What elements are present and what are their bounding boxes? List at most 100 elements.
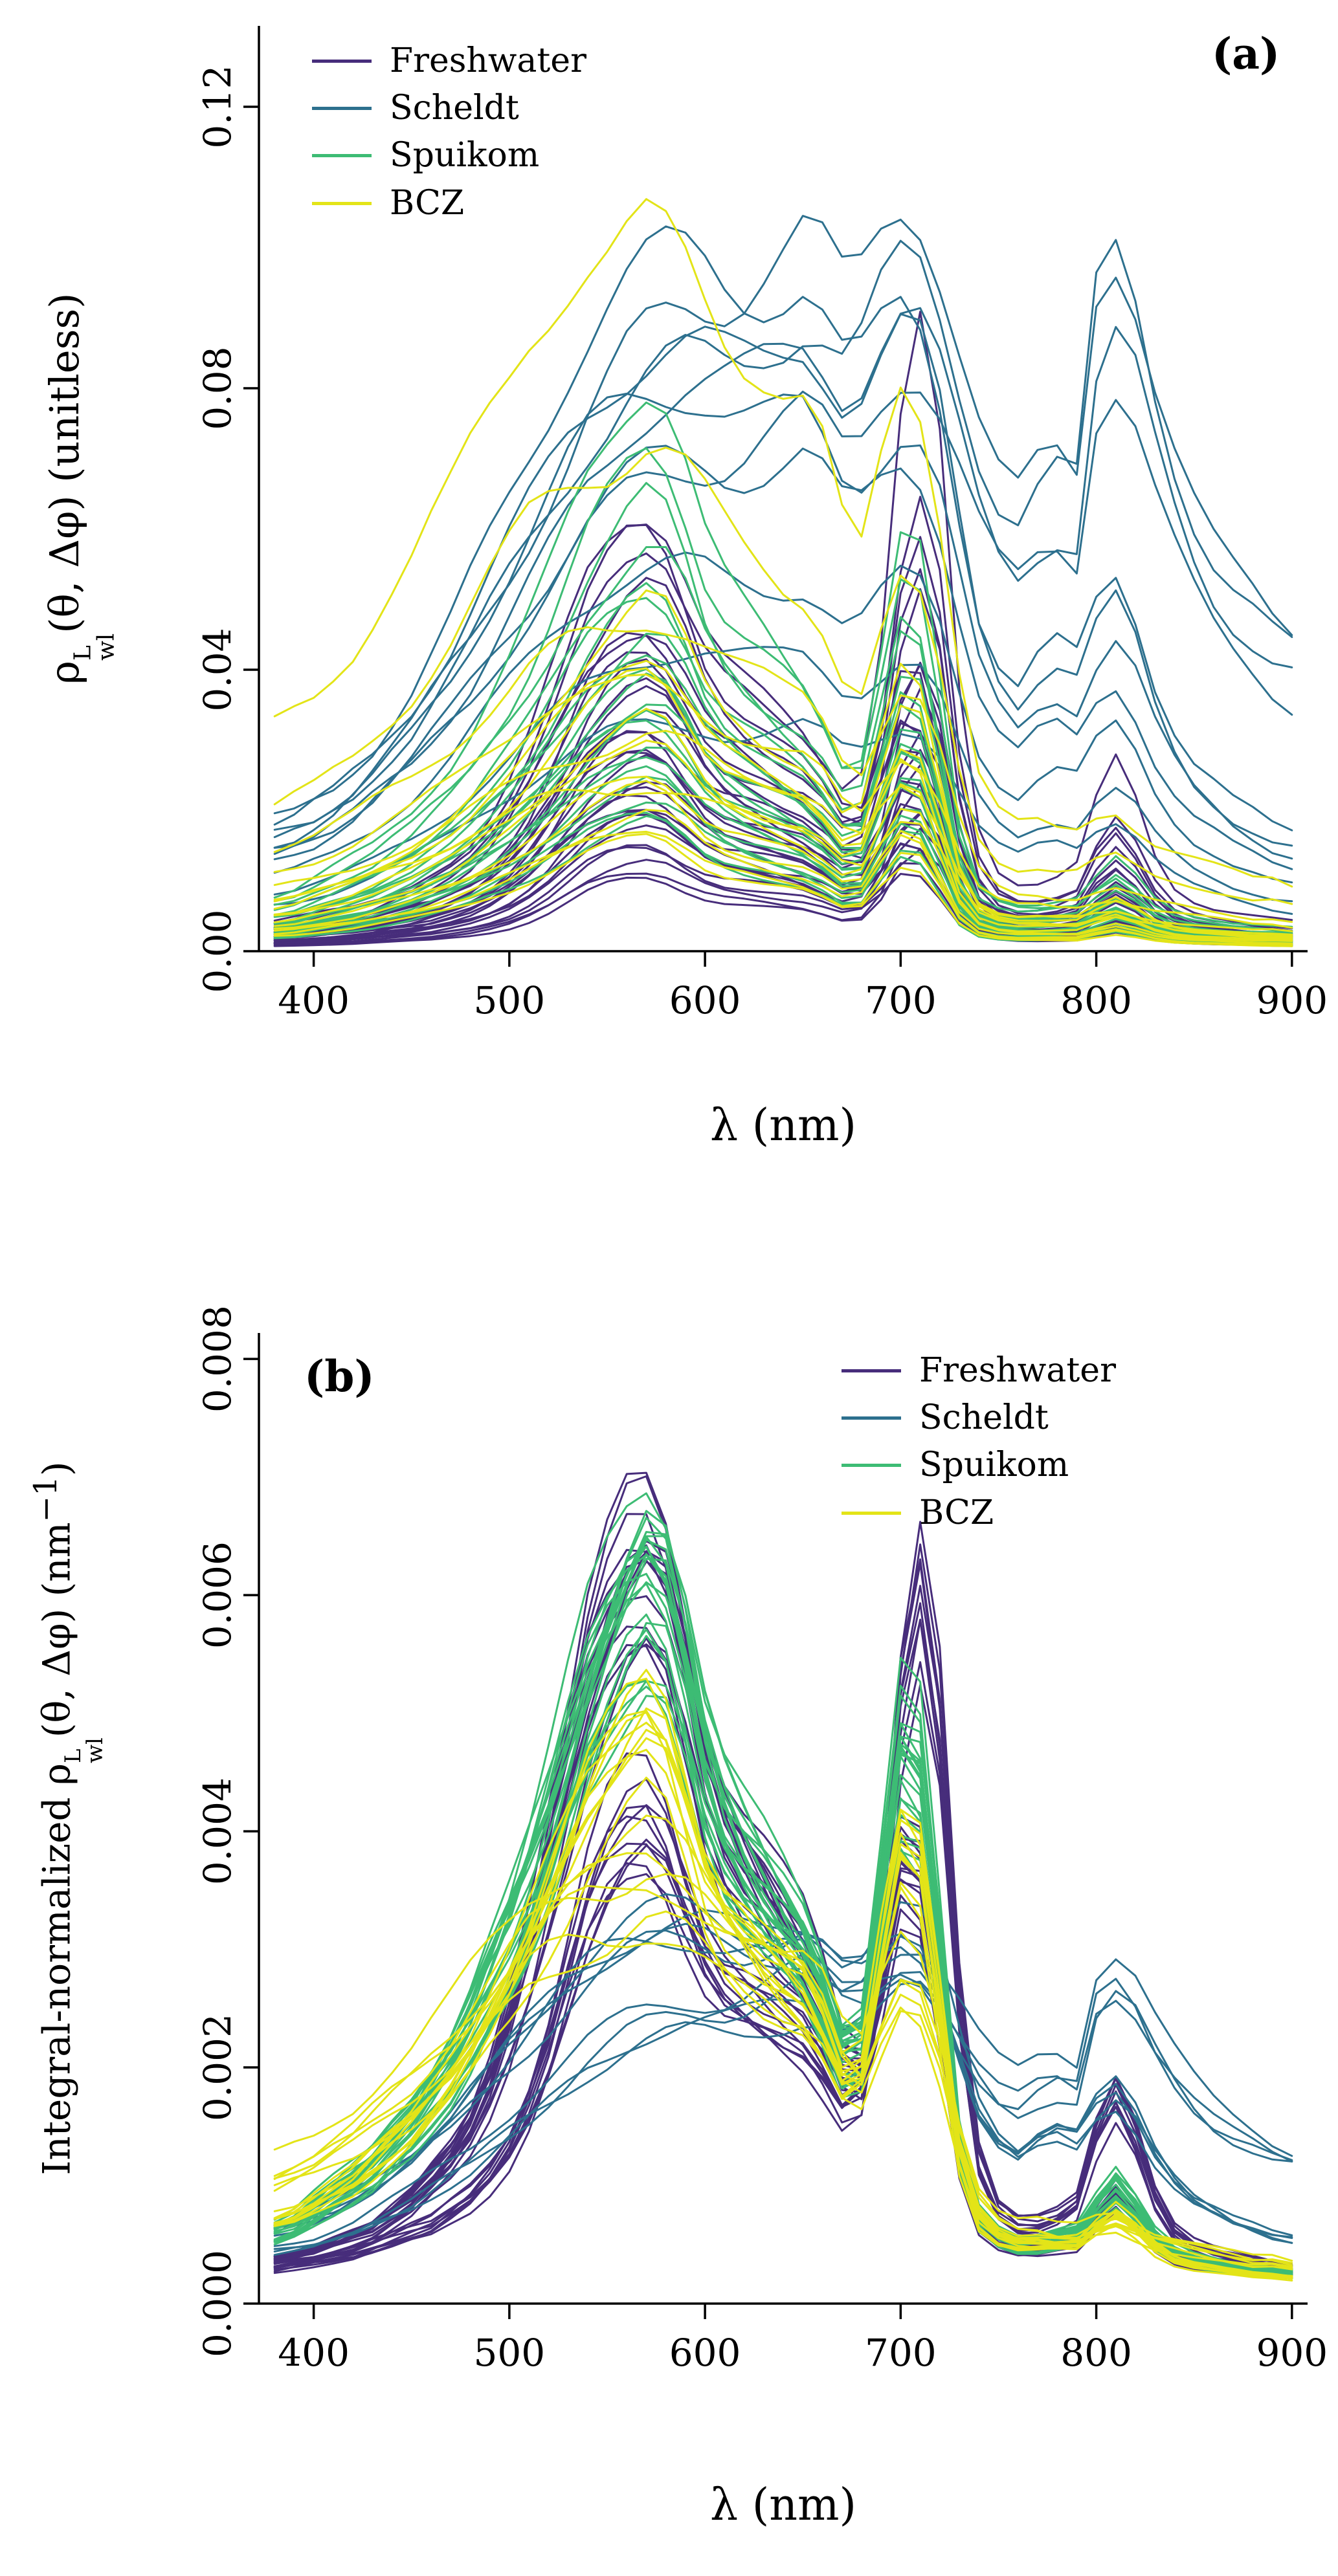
- spectrum-curve: [273, 1933, 1293, 2271]
- spectrum-curve: [273, 447, 1293, 932]
- spectrum-curve: [273, 198, 1293, 888]
- x-tick-label: 700: [865, 2331, 937, 2375]
- spectrum-curve: [273, 215, 1293, 831]
- spectrum-curve: [273, 1521, 1293, 2269]
- spectrum-curve: [273, 1602, 1293, 2270]
- y-tick-label: 0.008: [195, 1305, 240, 1413]
- spectrum-curve: [273, 523, 1293, 935]
- spectrum-curve: [273, 672, 1293, 941]
- x-tick-label: 400: [278, 978, 350, 1022]
- spectrum-curve: [273, 1922, 1293, 2240]
- legend-label: Scheldt: [390, 89, 519, 128]
- plot-b: 400 500 600 700 800 900 0.000 0.002 0.004 0.006 0.…: [195, 1305, 1328, 2375]
- spectrum-curve: [273, 313, 1293, 847]
- spectrum-curve: [273, 225, 1293, 831]
- spectrum-curve: [273, 1643, 1293, 2277]
- spectrum-curve: [273, 1937, 1293, 2244]
- y-label-sub: wl: [93, 633, 120, 661]
- legend-label: Freshwater: [390, 41, 586, 80]
- legend-label: BCZ: [919, 1493, 994, 1532]
- x-axis-label-a: λ (nm): [709, 1100, 857, 1151]
- legend-item-freshwater: Freshwater: [312, 41, 586, 80]
- spectrum-curve: [273, 1545, 1293, 2275]
- spectrum-curve: [273, 1636, 1293, 2278]
- spectrum-curve: [273, 239, 1293, 839]
- y-tick-label: 0.002: [195, 2014, 240, 2121]
- curves-freshwater: [273, 311, 1293, 947]
- spectrum-curve: [273, 481, 1293, 933]
- curves-bcz: [273, 198, 1293, 947]
- y-tick-label: 0.12: [195, 65, 240, 148]
- spectrum-curve: [273, 1635, 1293, 2278]
- spectrum-curve: [273, 707, 1293, 942]
- x-tick-label: 900: [1256, 2331, 1328, 2375]
- spectrum-curve: [273, 392, 1293, 860]
- legend-item-bcz: BCZ: [312, 183, 586, 223]
- legend-swatch: [842, 1464, 901, 1468]
- y-label-args: (θ, Δφ): [41, 495, 89, 633]
- plot-a: 400 500 600 700 800 900 0.00 0.04 0.08 0.12: [195, 26, 1328, 1022]
- legend-a: Freshwater Scheldt Spuikom BCZ: [312, 41, 586, 223]
- legend-swatch: [312, 107, 372, 111]
- legend-label: Freshwater: [919, 1351, 1116, 1390]
- y-label-sup: L: [69, 645, 96, 661]
- axes: [258, 26, 1308, 952]
- x-tick-label: 400: [278, 2331, 350, 2375]
- legend-item-spuikom: Spuikom: [842, 1447, 1116, 1484]
- y-label-prefix: Integral-normalized: [34, 1785, 79, 2175]
- y-label-sup: L: [60, 1748, 86, 1763]
- y-tick-label: 0.006: [195, 1541, 240, 1649]
- spectrum-curve: [273, 589, 1293, 936]
- spectrum-curve: [273, 445, 1293, 870]
- y-label-rho: ρ: [34, 1763, 79, 1785]
- spectrum-curve: [273, 632, 1293, 939]
- curves-freshwater: [273, 1471, 1293, 2280]
- axes: [258, 1333, 1308, 2305]
- spectrum-curve: [273, 833, 1293, 947]
- spectrum-curve: [273, 659, 1293, 939]
- spectrum-curve: [273, 551, 1293, 884]
- x-tick-label: 600: [669, 978, 741, 1022]
- spectrum-curve: [273, 626, 1293, 923]
- spectrum-curve: [273, 1707, 1293, 2278]
- curves-bcz: [273, 1669, 1293, 2282]
- legend-swatch: [312, 154, 372, 158]
- spectrum-curve: [273, 1539, 1293, 2272]
- legend-label: Scheldt: [919, 1398, 1049, 1438]
- x-tick-label: 500: [474, 2331, 546, 2375]
- spectrum-curve: [273, 1885, 1293, 2268]
- legend-label: BCZ: [390, 183, 465, 223]
- spectrum-curve: [273, 1710, 1293, 2278]
- y-tick-label: 0.04: [195, 628, 240, 711]
- x-axis-label-b: λ (nm): [709, 2480, 857, 2531]
- x-tick-label: 600: [669, 2331, 741, 2375]
- legend-b: Freshwater Scheldt Spuikom BCZ: [842, 1352, 1116, 1532]
- spectrum-curve: [273, 1684, 1293, 2274]
- legend-label: Spuikom: [919, 1446, 1069, 1485]
- y-label-args: (θ, Δφ) (nm: [34, 1522, 79, 1738]
- spectrum-curve: [273, 780, 1293, 945]
- spectrum-curve: [273, 1873, 1293, 2264]
- y-tick-label: 0.000: [195, 2250, 240, 2357]
- spectrum-curve: [273, 775, 1293, 945]
- y-label-unit: (unitless): [41, 292, 89, 496]
- legend-swatch: [842, 1416, 901, 1420]
- y-tick-label: 0.08: [195, 346, 240, 430]
- panel-letter-b: (b): [304, 1351, 375, 1402]
- ticks: 400 500 600 700 800 900 0.000 0.002 0.004 0.006 0.…: [195, 1305, 1328, 2375]
- y-tick-label: 0.004: [195, 1778, 240, 1885]
- spectrum-curve: [273, 1980, 1293, 2256]
- legend-item-spuikom: Spuikom: [312, 137, 586, 174]
- spectrum-curve: [273, 667, 1293, 940]
- legend-swatch: [842, 1511, 901, 1515]
- y-tick-label: 0.00: [195, 909, 240, 993]
- y-label-rho: ρ: [41, 661, 89, 685]
- y-label-exp: −1: [28, 1476, 65, 1523]
- x-tick-label: 500: [474, 978, 546, 1022]
- legend-swatch: [842, 1369, 901, 1373]
